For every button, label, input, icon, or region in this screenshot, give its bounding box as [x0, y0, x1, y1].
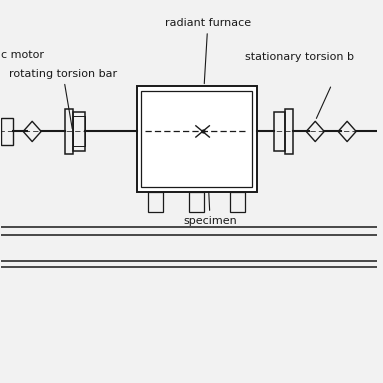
Text: specimen: specimen [183, 142, 237, 226]
Bar [273, 112, 285, 151]
Bar [65, 109, 74, 154]
Bar [189, 192, 204, 212]
Bar [74, 116, 85, 146]
Bar [2, 118, 13, 144]
Text: c motor: c motor [2, 50, 44, 60]
Bar [148, 192, 163, 212]
Bar [285, 109, 293, 154]
Text: stationary torsion b: stationary torsion b [246, 52, 354, 62]
Bar [231, 192, 246, 212]
Bar [141, 91, 252, 187]
Text: radiant furnace: radiant furnace [165, 18, 251, 83]
Bar [136, 87, 257, 192]
Text: rotating torsion bar: rotating torsion bar [9, 69, 117, 129]
Bar [74, 112, 85, 151]
